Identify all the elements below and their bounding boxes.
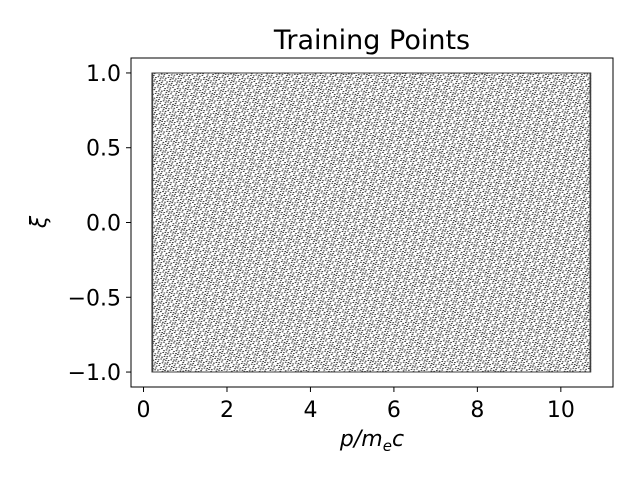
data-points bbox=[151, 72, 592, 373]
y-tick-label: 0.5 bbox=[86, 137, 121, 162]
y-axis-label: ξ bbox=[27, 215, 52, 229]
x-tick-label: 2 bbox=[220, 398, 234, 423]
plot-frame bbox=[130, 57, 614, 388]
y-tick-label: −0.5 bbox=[68, 286, 121, 311]
y-tick-label: −1.0 bbox=[68, 361, 121, 386]
x-tick-label: 8 bbox=[470, 398, 484, 423]
x-tick-label: 6 bbox=[387, 398, 401, 423]
x-axis-label: p/mec bbox=[339, 427, 404, 455]
x-tick-label: 10 bbox=[547, 398, 575, 423]
chart-title: Training Points bbox=[273, 25, 470, 56]
y-tick-label: 0.0 bbox=[86, 212, 121, 237]
x-tick-label: 0 bbox=[137, 398, 151, 423]
x-axis-label-subscript: e bbox=[383, 437, 392, 455]
x-axis-label-tail: c bbox=[392, 427, 404, 452]
scatter-points bbox=[151, 72, 592, 373]
x-tick-label: 4 bbox=[303, 398, 317, 423]
y-tick-label: 1.0 bbox=[86, 62, 121, 87]
x-axis-label-base: p/m bbox=[339, 427, 383, 452]
axis-ticks: 0 2 4 6 8 10 −1.0 −0.5 0.0 0.5 1.0 bbox=[68, 62, 575, 423]
